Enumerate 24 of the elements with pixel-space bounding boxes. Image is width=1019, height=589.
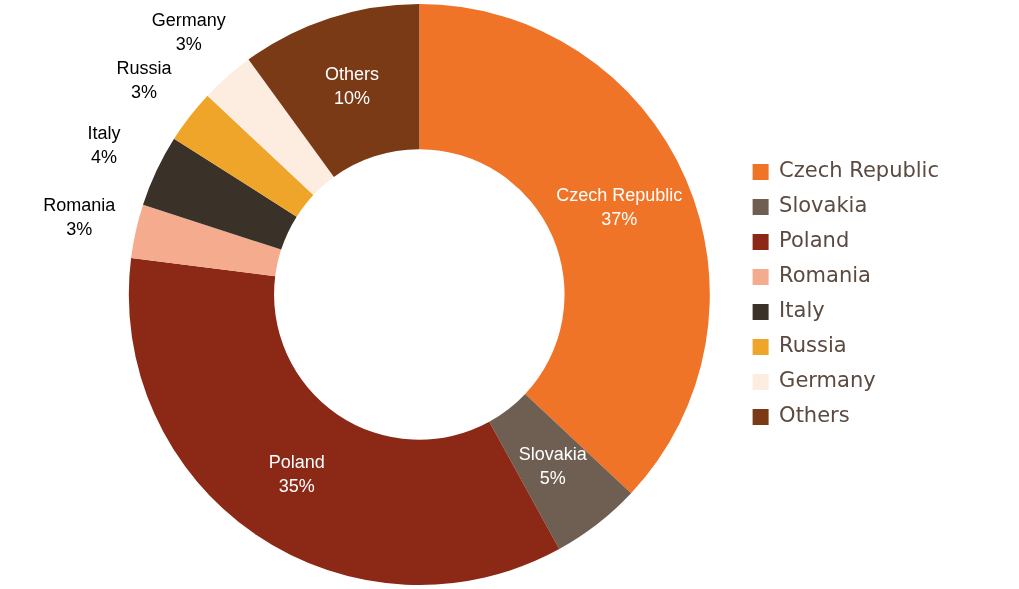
legend-label: Slovakia <box>779 193 868 218</box>
slice-label: Italy <box>87 123 121 144</box>
slice-label: Czech Republic <box>556 184 683 205</box>
slice-label: Poland <box>268 451 325 472</box>
slice-label: Romania <box>43 195 117 216</box>
data-label: 3% <box>175 34 202 55</box>
legend-label: Czech Republic <box>779 158 939 183</box>
legend-label: Russia <box>779 333 847 358</box>
slice-label: Russia <box>116 57 173 78</box>
data-label: 4% <box>90 147 117 168</box>
legend-label: Poland <box>779 228 850 253</box>
data-label: 35% <box>278 475 315 496</box>
slice-label: Slovakia <box>518 443 588 464</box>
data-label: 3% <box>130 81 157 102</box>
data-label: 37% <box>601 208 638 229</box>
data-label: 5% <box>539 467 566 488</box>
data-label: 10% <box>333 88 370 109</box>
legend-label: Germany <box>779 368 876 393</box>
legend-label: Romania <box>779 263 871 288</box>
data-label: 3% <box>66 219 93 240</box>
legend-label: Italy <box>779 298 825 323</box>
slice-label: Others <box>324 64 379 85</box>
legend-label: Others <box>779 403 850 428</box>
slice-label: Germany <box>151 10 226 31</box>
